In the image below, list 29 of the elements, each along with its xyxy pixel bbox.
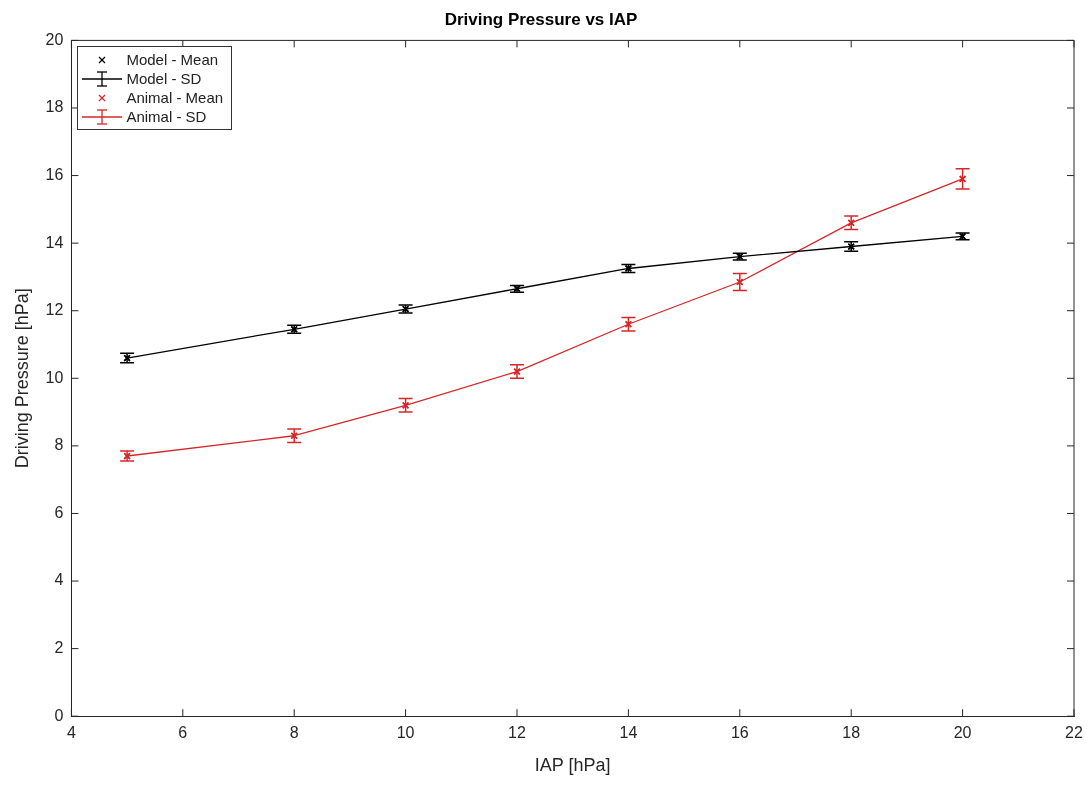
y-tick-label: 8 <box>54 436 64 454</box>
y-tick-label: 2 <box>54 639 64 657</box>
y-tick-label: 10 <box>45 368 64 386</box>
y-tick-label: 6 <box>54 503 64 521</box>
x-tick-label: 22 <box>1065 724 1083 742</box>
x-tick-label: 4 <box>66 724 76 742</box>
y-tick-label: 4 <box>54 571 64 589</box>
legend-label: Animal - Mean <box>126 89 224 107</box>
point <box>624 320 632 328</box>
x-tick-label: 8 <box>289 724 299 742</box>
legend-label: Animal - SD <box>126 108 207 126</box>
x-tick-label: 12 <box>508 724 526 742</box>
y-tick-label: 12 <box>45 301 64 319</box>
chart-title: Driving Pressure vs IAP <box>444 9 638 29</box>
y-tick-label: 18 <box>45 98 64 116</box>
x-tick-label: 10 <box>396 724 415 742</box>
y-tick-label: 14 <box>45 233 64 251</box>
x-tick-label: 14 <box>619 724 638 742</box>
x-tick-label: 20 <box>953 724 972 742</box>
x-tick-label: 16 <box>730 724 749 742</box>
y-tick-label: 20 <box>45 30 64 48</box>
x-axis-title: IAP [hPa] <box>534 755 611 776</box>
legend-label: Model - SD <box>126 70 202 88</box>
x-tick-label: 18 <box>842 724 861 742</box>
y-tick-label: 16 <box>45 165 64 183</box>
y-tick-label: 0 <box>54 706 64 724</box>
x-tick-label: 6 <box>178 724 188 742</box>
y-axis-title: Driving Pressure [hPa] <box>11 288 32 469</box>
legend-label: Model - Mean <box>126 51 219 69</box>
